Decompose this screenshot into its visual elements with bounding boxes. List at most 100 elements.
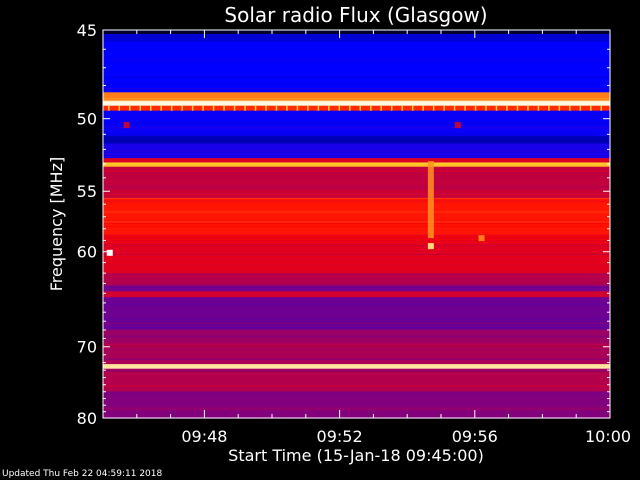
- plot-area: [102, 29, 611, 419]
- band-spike: [370, 105, 372, 111]
- band-striation: [103, 39, 610, 41]
- band-spike: [244, 105, 246, 111]
- band-striation: [103, 320, 610, 322]
- band-striation: [103, 337, 610, 339]
- y-tick-label: 80: [77, 409, 97, 428]
- band-striation: [103, 47, 610, 49]
- band-spike: [129, 105, 131, 111]
- band-spike: [516, 105, 519, 111]
- band-spike: [254, 105, 257, 111]
- band-striation: [103, 88, 610, 90]
- band-spike: [432, 105, 435, 111]
- band-striation: [103, 346, 610, 348]
- frequency-band: [103, 135, 610, 144]
- band-striation: [103, 409, 610, 411]
- band-spike: [506, 105, 508, 111]
- band-striation: [103, 239, 610, 241]
- band-spike: [422, 105, 424, 111]
- band-striation: [103, 101, 610, 103]
- emission-spot: [427, 243, 434, 250]
- frequency-band: [103, 100, 610, 107]
- band-striation: [103, 30, 610, 32]
- band-striation: [103, 397, 610, 399]
- band-striation: [103, 241, 610, 243]
- frequency-band: [103, 285, 610, 292]
- band-striation: [103, 242, 610, 244]
- band-striation: [103, 407, 610, 409]
- band-spike: [579, 105, 582, 111]
- x-tick-label: 10:00: [585, 427, 631, 446]
- band-spike: [411, 105, 414, 111]
- band-striation: [103, 308, 610, 310]
- frequency-band: [103, 342, 610, 365]
- band-striation: [103, 98, 610, 100]
- band-striation: [103, 358, 610, 360]
- band-striation: [103, 176, 610, 178]
- frequency-band: [103, 30, 610, 35]
- band-spike: [139, 105, 142, 111]
- band-striation: [103, 74, 610, 76]
- band-striation: [103, 236, 610, 238]
- band-spike: [464, 105, 466, 111]
- band-striation: [103, 186, 610, 188]
- frequency-band: [103, 364, 610, 370]
- band-striation: [103, 211, 610, 213]
- band-spike: [527, 105, 529, 111]
- band-striation: [103, 100, 610, 102]
- band-striation: [103, 221, 610, 223]
- band-striation: [103, 170, 610, 172]
- band-striation: [103, 133, 610, 135]
- band-spike: [390, 105, 393, 111]
- band-striation: [103, 36, 610, 38]
- band-striation: [103, 282, 610, 284]
- band-striation: [103, 197, 610, 199]
- band-striation: [103, 191, 610, 193]
- band-striation: [103, 303, 610, 305]
- frequency-band: [103, 33, 610, 43]
- band-striation: [103, 268, 610, 270]
- plot-frame: [102, 29, 611, 419]
- x-axis-label: Start Time (15-Jan-18 09:45:00): [228, 446, 484, 465]
- band-striation: [103, 313, 610, 315]
- band-spike: [296, 105, 299, 111]
- band-striation: [103, 127, 610, 129]
- band-spike: [569, 105, 571, 111]
- band-striation: [103, 356, 610, 358]
- band-striation: [103, 225, 610, 227]
- x-axis: 09:48 09:52 09:56 10:00: [102, 30, 631, 446]
- band-striation: [103, 369, 610, 371]
- band-striation: [103, 230, 610, 232]
- frequency-band: [103, 110, 610, 137]
- band-spike: [453, 105, 456, 111]
- x-tick-label: 09:56: [452, 427, 498, 446]
- band-spike: [317, 105, 320, 111]
- y-axis-label: Frequency [MHz]: [47, 157, 66, 291]
- x-tick-label: 09:48: [181, 427, 227, 446]
- band-striation: [103, 108, 610, 110]
- band-striation: [103, 84, 610, 86]
- band-striation: [103, 389, 610, 391]
- band-striation: [103, 180, 610, 182]
- frequency-band: [103, 92, 610, 102]
- band-striation: [103, 338, 610, 340]
- band-striation: [103, 123, 610, 125]
- band-spike: [212, 105, 215, 111]
- frequency-band: [103, 41, 610, 93]
- band-striation: [103, 202, 610, 204]
- y-tick-label: 60: [77, 243, 97, 262]
- band-spike: [181, 105, 183, 111]
- band-striation: [103, 164, 610, 166]
- band-striation: [103, 322, 610, 324]
- band-spike: [118, 105, 121, 111]
- band-striation: [103, 152, 610, 154]
- x-tick-label: 09:52: [317, 427, 363, 446]
- band-striation: [103, 119, 610, 121]
- band-spike: [590, 105, 592, 111]
- updated-timestamp: Updated Thu Feb 22 04:59:11 2018: [2, 469, 163, 479]
- band-spike: [223, 105, 225, 111]
- band-spike: [380, 105, 382, 111]
- band-striation: [103, 398, 610, 400]
- band-striation: [103, 390, 610, 392]
- band-striation: [103, 223, 610, 225]
